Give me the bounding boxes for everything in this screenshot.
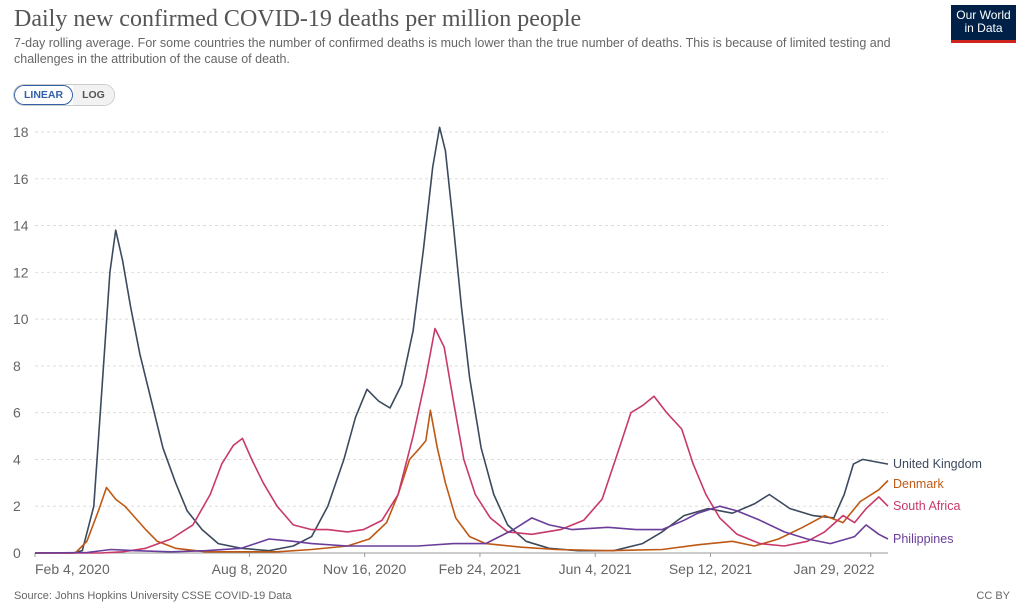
source-note[interactable]: Source: Johns Hopkins University CSSE CO… bbox=[14, 590, 292, 602]
scale-toggle: LINEAR LOG bbox=[13, 84, 115, 106]
y-tick-label: 10 bbox=[13, 311, 29, 327]
y-tick-label: 18 bbox=[13, 124, 29, 140]
x-tick-label: Jun 4, 2021 bbox=[559, 561, 632, 577]
logo-line-1: Our World bbox=[956, 8, 1011, 22]
owid-logo[interactable]: Our World in Data bbox=[951, 5, 1016, 43]
chart-title: Daily new confirmed COVID-19 deaths per … bbox=[14, 6, 582, 32]
legend-label-united-kingdom: United Kingdom bbox=[893, 457, 982, 471]
series-line-united-kingdom bbox=[35, 126, 889, 554]
series-line-denmark bbox=[35, 409, 889, 554]
logo-line-2: in Data bbox=[964, 21, 1003, 35]
y-tick-label: 14 bbox=[13, 218, 29, 234]
y-tick-label: 4 bbox=[13, 451, 21, 467]
x-tick-label: Nov 16, 2020 bbox=[323, 561, 406, 577]
y-tick-label: 0 bbox=[13, 545, 21, 561]
y-tick-label: 12 bbox=[13, 264, 29, 280]
series-line-south-africa bbox=[35, 327, 889, 554]
legend-label-south-africa: South Africa bbox=[893, 499, 960, 513]
y-tick-label: 2 bbox=[13, 498, 21, 514]
x-tick-label: Sep 12, 2021 bbox=[669, 561, 753, 577]
x-tick-label: Jan 29, 2022 bbox=[794, 561, 875, 577]
chart-subtitle: 7-day rolling average. For some countrie… bbox=[14, 36, 891, 66]
y-tick-label: 6 bbox=[13, 405, 21, 421]
y-tick-label: 16 bbox=[13, 171, 29, 187]
line-chart: 0 2 4 6 8 10 12 14 16 18 Feb 4, 2020 Aug 8, 2020 Nov… bbox=[13, 124, 982, 577]
license-label[interactable]: CC BY bbox=[976, 590, 1010, 602]
legend-label-denmark: Denmark bbox=[893, 477, 944, 491]
log-scale-button[interactable]: LOG bbox=[73, 85, 114, 105]
x-tick-label: Aug 8, 2020 bbox=[212, 561, 288, 577]
linear-scale-button[interactable]: LINEAR bbox=[14, 85, 74, 105]
legend-label-philippines: Philippines bbox=[893, 532, 953, 546]
x-tick-label: Feb 4, 2020 bbox=[35, 561, 110, 577]
series-line-philippines bbox=[34, 505, 889, 554]
y-tick-label: 8 bbox=[13, 358, 21, 374]
x-tick-label: Feb 24, 2021 bbox=[439, 561, 522, 577]
